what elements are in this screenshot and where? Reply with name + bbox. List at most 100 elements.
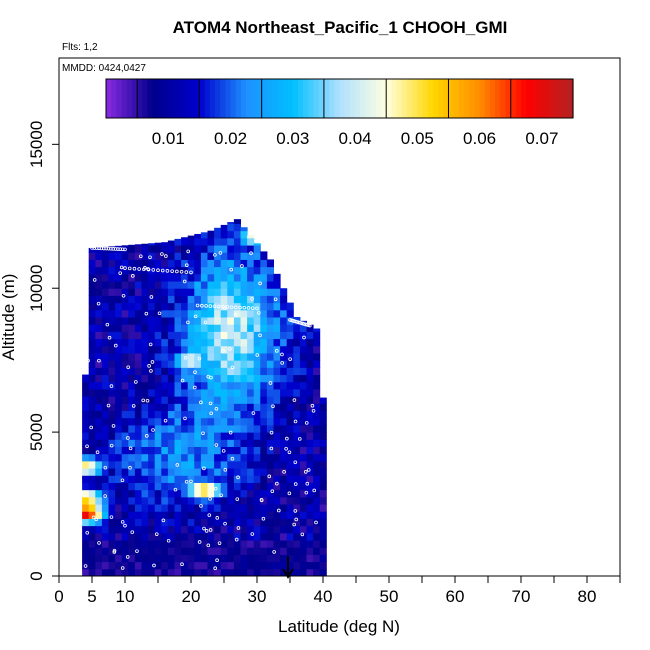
curtain-cell xyxy=(108,489,116,498)
curtain-cell xyxy=(161,295,169,304)
curtain-cell xyxy=(167,403,175,412)
curtain-cell xyxy=(319,424,327,433)
colorbar-swatch xyxy=(303,79,309,118)
curtain-cell xyxy=(167,381,175,390)
colorbar-swatch xyxy=(489,79,496,118)
curtain-cell xyxy=(247,252,255,260)
curtain-cell xyxy=(181,381,189,390)
curtain-cell xyxy=(273,367,281,376)
curtain-cell xyxy=(134,482,142,491)
curtain-cell xyxy=(121,547,129,555)
track-point xyxy=(170,269,174,273)
curtain-cell xyxy=(273,338,281,347)
curtain-cell xyxy=(115,482,123,491)
curtain-cell xyxy=(148,324,156,332)
curtain-cell xyxy=(88,252,96,260)
curtain-cell xyxy=(148,410,156,419)
curtain-cell xyxy=(319,432,327,440)
curtain-cell xyxy=(240,417,248,426)
curtain-cell xyxy=(253,338,261,347)
curtain-cell xyxy=(247,259,255,268)
curtain-cell xyxy=(128,489,136,498)
curtain-cell xyxy=(134,309,142,318)
colorbar-swatch xyxy=(396,79,403,118)
curtain-cell xyxy=(88,295,96,304)
curtain-cell xyxy=(200,245,208,253)
curtain-cell xyxy=(121,424,129,433)
track-point xyxy=(89,425,93,430)
colorbar-swatch xyxy=(334,79,341,118)
curtain-cell xyxy=(121,302,129,311)
curtain-cell xyxy=(214,338,222,347)
curtain-cell xyxy=(161,511,169,519)
curtain-cell xyxy=(313,568,321,577)
curtain-cell xyxy=(95,324,103,332)
curtain-cell xyxy=(280,482,288,491)
curtain-cell xyxy=(161,245,169,253)
curtain-cell xyxy=(88,381,96,390)
curtain-cell xyxy=(247,388,255,397)
curtain-cell xyxy=(108,439,116,447)
curtain-cell xyxy=(233,374,241,383)
curtain-cell xyxy=(207,540,215,548)
colorbar-swatch xyxy=(557,79,564,118)
track-point xyxy=(111,247,116,251)
curtain-cell xyxy=(101,367,109,376)
curtain-cell xyxy=(167,273,175,282)
curtain-cell xyxy=(286,554,294,563)
curtain-cell xyxy=(88,482,96,491)
curtain-cell xyxy=(220,554,228,563)
curtain-cell xyxy=(88,410,96,419)
curtain-cell xyxy=(240,281,248,289)
curtain-cell xyxy=(115,453,123,462)
curtain-cell xyxy=(161,446,169,455)
curtain-cell xyxy=(286,410,294,419)
curtain-cell xyxy=(95,331,103,340)
curtain-cell xyxy=(280,439,288,447)
curtain-cell xyxy=(108,475,116,483)
curtain-cell xyxy=(154,504,162,512)
curtain-cell xyxy=(154,374,162,383)
curtain-cell xyxy=(115,309,123,318)
curtain-cell xyxy=(121,554,129,563)
curtain-cell xyxy=(240,511,248,519)
curtain-cell xyxy=(134,360,142,368)
curtain-cell xyxy=(174,504,182,512)
curtain-cell xyxy=(187,345,195,354)
curtain-cell xyxy=(313,328,321,332)
curtain-cell xyxy=(115,410,123,419)
curtain-cell xyxy=(214,424,222,433)
curtain-cell xyxy=(148,417,156,426)
curtain-cell xyxy=(121,266,129,275)
curtain-cell xyxy=(266,424,274,433)
curtain-cell xyxy=(194,403,202,412)
curtain-cell xyxy=(207,338,215,347)
curtain-cell xyxy=(293,568,301,577)
curtain-cell xyxy=(174,360,182,368)
curtain-cell xyxy=(141,252,149,260)
curtain-cell xyxy=(121,482,129,491)
colorbar-swatch xyxy=(412,79,418,118)
track-point xyxy=(303,470,308,474)
curtain-cell xyxy=(141,338,149,347)
curtain-cell xyxy=(253,489,261,498)
curtain-cell xyxy=(167,446,175,455)
curtain-cell xyxy=(253,259,261,268)
curtain-cell xyxy=(161,324,169,332)
curtain-cell xyxy=(260,468,268,476)
track-point xyxy=(112,550,117,554)
curtain-cell xyxy=(181,410,189,419)
track-point xyxy=(132,266,137,271)
curtain-cell xyxy=(82,532,90,541)
curtain-cell xyxy=(260,547,268,555)
track-point xyxy=(193,370,197,374)
curtain-cell xyxy=(108,424,116,433)
track-point xyxy=(294,517,298,522)
curtain-cell xyxy=(174,511,182,519)
curtain-cell xyxy=(161,504,169,512)
curtain-cell xyxy=(207,324,215,332)
curtain-cell xyxy=(273,403,281,412)
curtain-cell xyxy=(240,403,248,412)
curtain-cell xyxy=(313,360,321,368)
curtain-cell xyxy=(154,532,162,541)
